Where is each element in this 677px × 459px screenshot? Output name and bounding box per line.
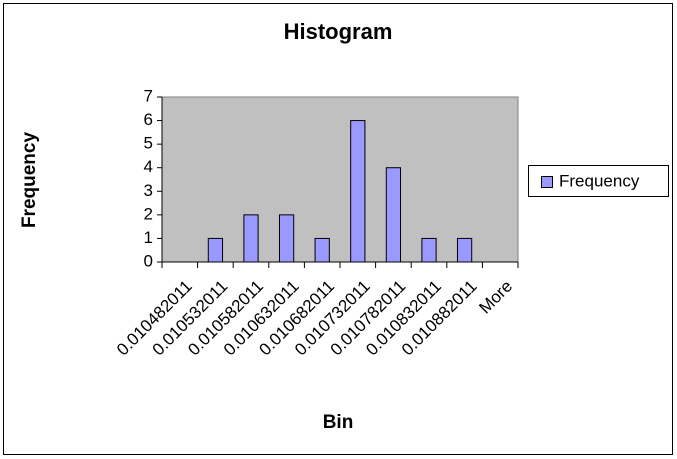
legend-label: Frequency bbox=[559, 171, 640, 190]
y-tick-label: 3 bbox=[144, 181, 153, 200]
bar bbox=[243, 214, 259, 263]
y-tick-label: 6 bbox=[144, 110, 153, 129]
y-tick-label: 2 bbox=[144, 204, 153, 223]
legend-swatch bbox=[541, 176, 553, 188]
y-tick-label: 5 bbox=[144, 134, 153, 153]
bar bbox=[350, 120, 366, 263]
plot-background bbox=[161, 96, 519, 263]
bar bbox=[421, 237, 437, 263]
x-axis-title: Bin bbox=[323, 412, 354, 433]
y-tick-label: 4 bbox=[144, 157, 153, 176]
y-tick-label: 0 bbox=[144, 251, 153, 270]
bar bbox=[314, 237, 330, 263]
y-tick-label: 7 bbox=[144, 86, 153, 105]
bar bbox=[385, 167, 402, 263]
bar bbox=[278, 214, 295, 263]
y-tick-label: 1 bbox=[144, 228, 153, 247]
bar bbox=[207, 237, 224, 263]
bar bbox=[456, 237, 473, 263]
chart-title: Histogram bbox=[284, 19, 393, 44]
y-axis-title: Frequency bbox=[19, 132, 40, 229]
